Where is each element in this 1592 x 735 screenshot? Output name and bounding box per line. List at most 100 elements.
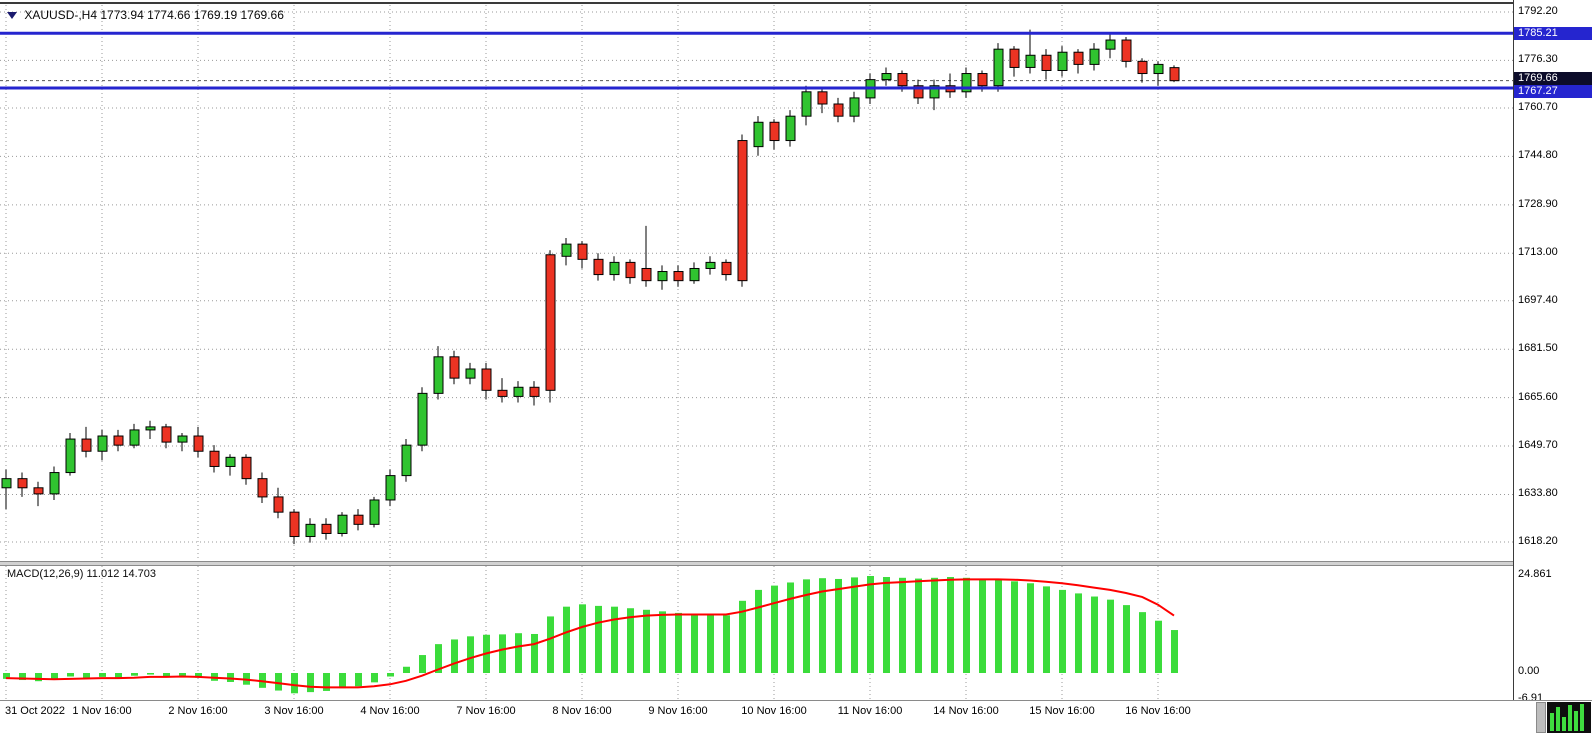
candle — [241, 456, 252, 480]
corner-indicator-bar — [1556, 707, 1560, 731]
corner-indicator-bar — [1550, 713, 1554, 731]
candle — [673, 271, 684, 282]
candle — [1137, 60, 1148, 75]
indicator-macd-value: 11.012 — [86, 568, 120, 580]
macd-bar — [707, 614, 714, 673]
time-label: 10 Nov 16:00 — [741, 705, 807, 717]
candle — [721, 261, 732, 276]
time-label: 16 Nov 16:00 — [1125, 705, 1191, 717]
candle — [577, 243, 588, 260]
macd-bar — [83, 673, 90, 679]
macd-bar — [931, 577, 938, 673]
symbol-label: XAUUSD-,H4 — [24, 8, 98, 22]
time-axis[interactable]: 31 Oct 2022 1 Nov 16:00 2 Nov 16:00 3 Nov 1… — [0, 700, 1592, 735]
macd-bar — [915, 578, 922, 673]
macd-bar — [1155, 620, 1162, 673]
price-tick-label: 1665.60 — [1518, 390, 1558, 403]
scrollbar-track-end — [1536, 702, 1546, 733]
candle — [593, 258, 604, 276]
candlestick-chart[interactable] — [0, 5, 1513, 562]
candle — [801, 91, 812, 117]
price-tick-label: 1649.70 — [1518, 439, 1558, 452]
price-tick-label: 1697.40 — [1518, 293, 1558, 306]
candle — [881, 73, 892, 81]
macd-bar — [851, 577, 858, 673]
price-axis[interactable]: 1792.20 1776.30 1760.70 1744.80 1728.90 1713.… — [1513, 0, 1592, 704]
candle — [689, 267, 700, 282]
candle — [545, 254, 556, 391]
time-label: 9 Nov 16:00 — [648, 705, 708, 717]
macd-bar — [595, 605, 602, 673]
candle — [1153, 63, 1164, 75]
macd-bar — [147, 673, 154, 675]
macd-bar — [67, 673, 74, 677]
candle — [753, 121, 764, 148]
candle — [1105, 39, 1116, 50]
macd-bar — [1123, 605, 1130, 673]
price-tick-label: 1744.80 — [1518, 149, 1558, 162]
candle — [417, 392, 428, 446]
indicator-name: MACD(12,26,9) — [7, 568, 84, 580]
macd-bar — [867, 576, 874, 673]
time-label: 11 Nov 16:00 — [837, 705, 903, 717]
time-label: 15 Nov 16:00 — [1029, 705, 1095, 717]
macd-bar — [195, 673, 202, 678]
candle — [321, 523, 332, 534]
candle — [257, 478, 268, 498]
macd-bar — [291, 673, 298, 694]
candle — [897, 73, 908, 87]
price-level-tag: 1785.21 — [1514, 27, 1592, 41]
candle — [33, 487, 44, 495]
main-chart-pane[interactable]: XAUUSD-,H4 1773.94 1774.66 1769.19 1769.… — [0, 5, 1513, 562]
time-label: 2 Nov 16:00 — [168, 705, 228, 717]
candle — [225, 456, 236, 467]
macd-tick-label: 0.00 — [1518, 665, 1540, 677]
candle — [641, 267, 652, 282]
candle — [1, 478, 12, 489]
macd-bar — [1107, 599, 1114, 673]
macd-bar — [899, 577, 906, 673]
candle — [1041, 54, 1052, 71]
candle — [337, 514, 348, 534]
candle — [465, 368, 476, 379]
macd-bar — [35, 673, 42, 682]
candle — [769, 121, 780, 142]
macd-bar — [323, 673, 330, 691]
macd-bar — [355, 673, 362, 687]
macd-bar — [451, 639, 458, 673]
candle — [1121, 39, 1132, 62]
macd-bar — [547, 616, 554, 673]
macd-bar — [51, 673, 58, 680]
pane-separator[interactable] — [0, 561, 1592, 566]
macd-bar — [1139, 612, 1146, 673]
macd-pane[interactable]: MACD(12,26,9) 11.012 14.703 — [0, 566, 1513, 700]
macd-bar — [387, 673, 394, 677]
candle — [113, 435, 124, 446]
scrollbar-corner-indicator[interactable] — [1547, 702, 1591, 733]
candle — [929, 85, 940, 99]
price-tick-label: 1681.50 — [1518, 342, 1558, 355]
time-label: 4 Nov 16:00 — [360, 705, 420, 717]
candle — [913, 85, 924, 99]
corner-indicator-bar — [1562, 717, 1566, 731]
macd-bar — [963, 577, 970, 673]
candle — [1057, 51, 1068, 71]
macd-chart[interactable] — [0, 566, 1513, 700]
candle — [289, 511, 300, 538]
candle — [305, 523, 316, 538]
macd-bar — [643, 609, 650, 673]
macd-bar — [3, 673, 10, 679]
macd-bar — [531, 633, 538, 673]
candle — [273, 496, 284, 513]
candle — [369, 499, 380, 525]
time-label: 1 Nov 16:00 — [72, 705, 132, 717]
macd-bar — [691, 613, 698, 673]
candle — [817, 91, 828, 105]
macd-bar — [99, 673, 106, 677]
time-label: 31 Oct 2022 — [5, 705, 65, 717]
candle — [433, 356, 444, 394]
macd-bar — [499, 634, 506, 673]
macd-bar — [835, 578, 842, 673]
price-tick-label: 1713.00 — [1518, 246, 1558, 259]
